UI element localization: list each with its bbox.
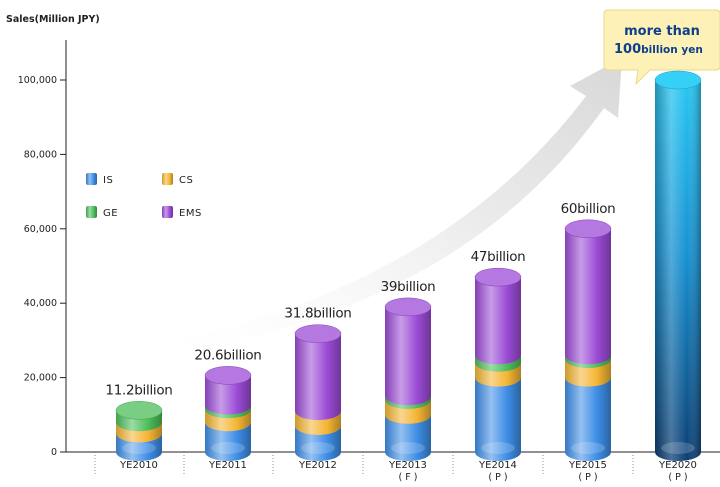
bar-ye2014 <box>474 267 522 461</box>
bar-base-highlight <box>211 442 245 454</box>
bar-segment-ems <box>385 306 431 406</box>
x-tick-label: YE2011 <box>208 460 247 471</box>
callout-unit: billion yen <box>641 44 703 56</box>
x-tick-sublabel: ( F ) <box>399 472 418 483</box>
callout-line1: more than <box>624 24 700 39</box>
legend-label: IS <box>103 175 113 186</box>
y-axis: Sales(Million JPY) 0 20,000 40,000 60,000 80,… <box>6 14 100 458</box>
legend-item-cs: CS <box>162 173 193 186</box>
bar-segment-is <box>385 414 431 461</box>
data-label: 11.2billion <box>105 382 172 398</box>
bar-segment-ems <box>205 375 251 415</box>
bar-base-highlight <box>391 442 425 454</box>
legend-item-ems: EMS <box>162 206 202 219</box>
bar-segment-ems <box>565 228 611 365</box>
callout-number: 100 <box>614 42 641 57</box>
callout-bubble: more than 100billion yen <box>603 9 720 86</box>
data-label: 39billion <box>381 279 436 295</box>
x-tick-label: YE2010 <box>119 460 158 471</box>
bar-top-cap <box>115 401 163 420</box>
bar-top-cap <box>384 297 432 317</box>
bar-segment-is <box>205 422 251 461</box>
x-tick-label: YE2015 <box>568 460 607 471</box>
bar-ye2010 <box>115 401 163 461</box>
x-tick-sublabel: ( P ) <box>578 472 597 483</box>
y-tick-label: 0 <box>51 447 57 458</box>
y-tick-label: 40,000 <box>24 298 57 309</box>
trend-arrow <box>130 58 622 360</box>
legend-swatch <box>162 206 173 218</box>
x-tick-label: YE2013 <box>388 460 427 471</box>
legend-item-is: IS <box>86 173 113 186</box>
legend-swatch <box>86 173 97 185</box>
bar-top-cap <box>654 70 702 90</box>
x-tick-label: YE2020 <box>658 460 697 471</box>
y-tick-label: 100,000 <box>18 75 57 86</box>
x-tick-sublabel: ( P ) <box>488 472 507 483</box>
data-label: 31.8billion <box>284 306 351 322</box>
bar-ye2013 <box>384 297 432 461</box>
legend-swatch <box>162 173 173 185</box>
bar-base-highlight <box>481 442 515 454</box>
y-tick-label: 60,000 <box>24 224 57 235</box>
bar-ye2012 <box>294 324 342 461</box>
data-label: 20.6billion <box>194 347 261 363</box>
legend-label: EMS <box>179 208 202 219</box>
bar-segment-ems <box>295 333 341 421</box>
bar-top-cap <box>564 219 612 239</box>
bar-ye2015 <box>564 219 612 461</box>
bar-base-highlight <box>301 442 335 454</box>
legend-label: GE <box>103 208 118 219</box>
legend-swatch <box>86 206 97 218</box>
legend: IS CS GE EMS <box>86 173 202 219</box>
data-label: 47billion <box>471 249 526 265</box>
bar-segment-ems <box>475 277 521 365</box>
bar-top-cap <box>294 324 342 343</box>
data-label: 60billion <box>561 201 616 217</box>
legend-item-ge: GE <box>86 206 118 219</box>
y-tick-label: 80,000 <box>24 149 57 160</box>
bar-top-cap <box>474 267 522 287</box>
bar-base-highlight <box>122 442 156 454</box>
legend-label: CS <box>179 175 193 186</box>
bar-segment-is <box>475 377 521 461</box>
bar-base-highlight <box>661 442 695 454</box>
x-tick-label: YE2014 <box>478 460 517 471</box>
y-tick-label: 20,000 <box>24 373 57 384</box>
x-tick-sublabel: ( P ) <box>668 472 687 483</box>
y-axis-label: Sales(Million JPY) <box>6 14 100 25</box>
bar-ye2020 <box>654 70 702 461</box>
callout-line2: 100billion yen <box>614 42 703 57</box>
bar-top-cap <box>204 366 252 385</box>
bar-base-highlight <box>571 442 605 454</box>
x-tick-label: YE2012 <box>298 460 337 471</box>
bar-segment-is <box>565 377 611 461</box>
bar-segment-is <box>295 425 341 461</box>
bar-ye2011 <box>204 366 252 461</box>
